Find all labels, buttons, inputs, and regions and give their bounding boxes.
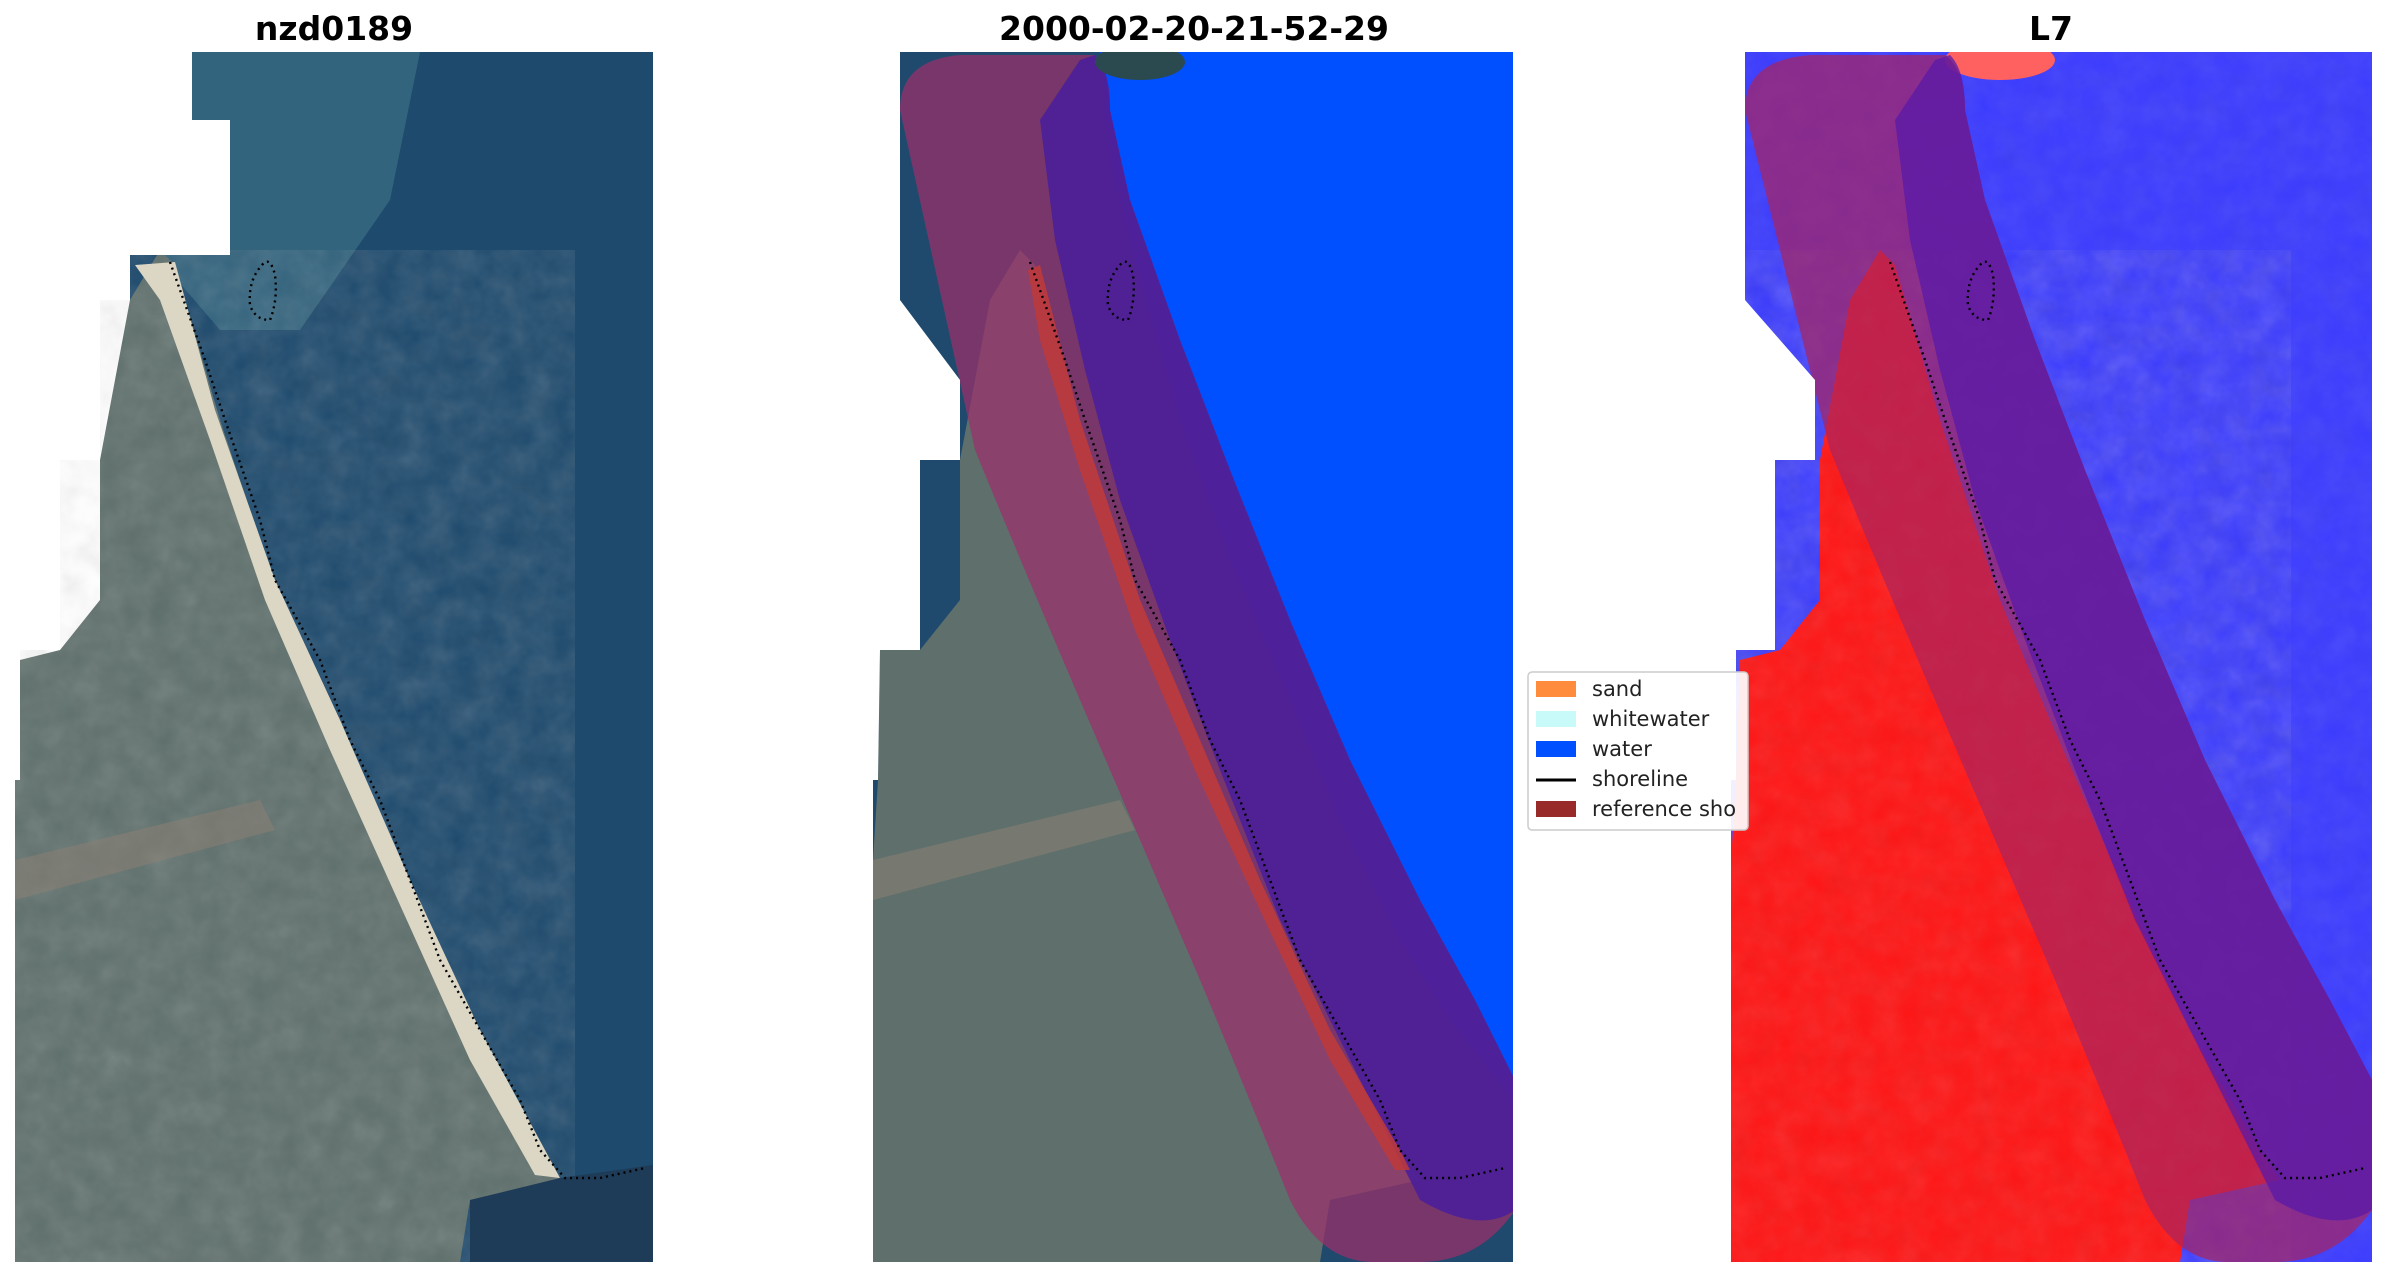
legend-box (1527, 671, 1749, 831)
panel-index: L7 (1731, 9, 2372, 1262)
legend-label-4: reference sho (1592, 797, 1736, 821)
shoreline-classified-island (1106, 260, 1136, 322)
legend-entries: sand whitewater water shoreline reference sh… (1536, 677, 1736, 821)
legend: sand whitewater water shoreline reference sh… (1527, 671, 1749, 831)
panel-title-index: L7 (2029, 9, 2073, 48)
legend-label-1: whitewater (1592, 707, 1710, 731)
rgb-land-texture (15, 250, 575, 1262)
legend-marker-2 (1536, 741, 1576, 757)
idx-buffer-water-overlap (1895, 55, 2372, 1221)
cls-buffer-water-overlap (1040, 55, 1513, 1221)
legend-marker-1 (1536, 711, 1576, 727)
cls-rock (1095, 52, 1185, 80)
rgb-road (15, 800, 275, 900)
idx-top-blob (1945, 52, 2055, 80)
rgb-bottom-water (470, 1165, 653, 1262)
shoreline-rgb (168, 261, 646, 1180)
shorelines (168, 260, 2366, 1180)
legend-label-2: water (1592, 737, 1652, 761)
cls-road (873, 800, 1135, 900)
rgb-nodata-mask (15, 52, 230, 780)
idx-nodata-mask (1731, 52, 1815, 780)
shoreline-classified (1028, 261, 1506, 1180)
cls-water (1100, 52, 1513, 1100)
cls-nodata-mask (873, 52, 960, 780)
rgb-beach (135, 262, 560, 1178)
legend-label-3: shoreline (1592, 767, 1688, 791)
panel-title-rgb: nzd0189 (255, 9, 413, 48)
legend-label-0: sand (1592, 677, 1642, 701)
shoreline-index-island (1966, 260, 1996, 322)
panel-classified: 2000-02-20-21-52-29 (873, 9, 1513, 1262)
legend-marker-0 (1536, 681, 1576, 697)
panel-rgb: nzd0189 (15, 9, 653, 1262)
panel-title-classified: 2000-02-20-21-52-29 (999, 9, 1389, 48)
legend-marker-4 (1536, 801, 1576, 817)
shoreline-rgb-island (248, 260, 278, 322)
shoreline-index (1888, 261, 2366, 1180)
